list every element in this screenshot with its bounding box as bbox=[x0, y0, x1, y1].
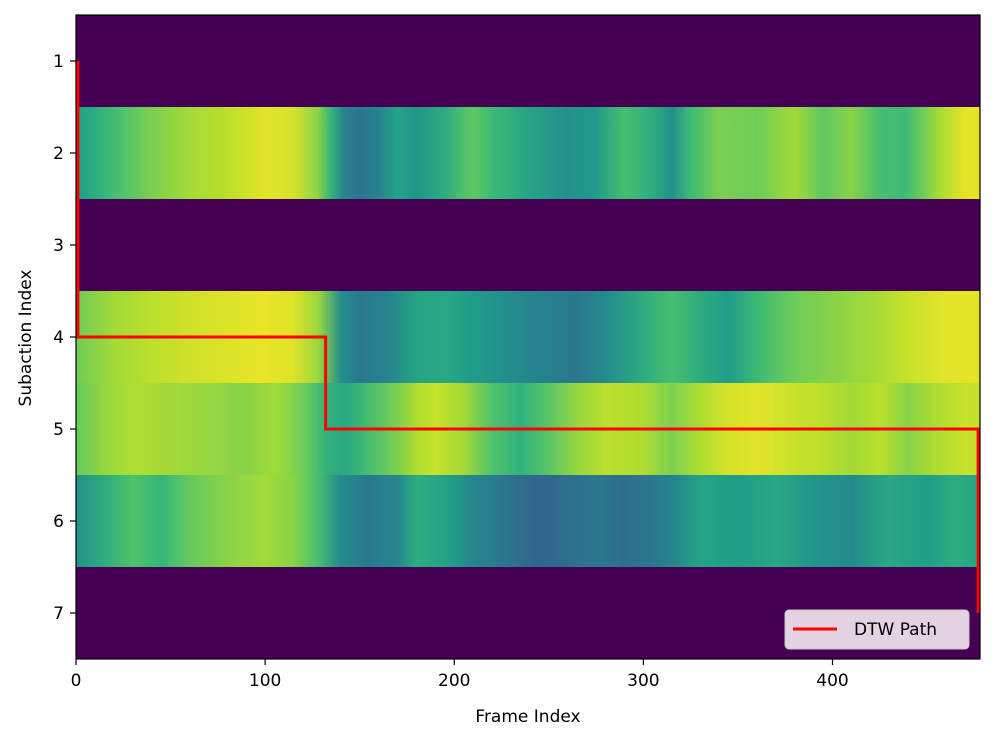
y-tick-label: 7 bbox=[53, 604, 64, 624]
y-tick-label: 5 bbox=[53, 420, 64, 440]
x-tick-label: 400 bbox=[816, 671, 848, 691]
y-tick-label: 3 bbox=[53, 236, 64, 256]
y-axis: 1 2 3 4 5 6 7 bbox=[53, 52, 76, 624]
legend-label: DTW Path bbox=[854, 620, 937, 640]
x-tick-label: 300 bbox=[627, 671, 659, 691]
y-tick-label: 2 bbox=[53, 144, 64, 164]
x-tick-label: 200 bbox=[438, 671, 470, 691]
y-tick-label: 4 bbox=[53, 328, 64, 348]
y-tick-label: 6 bbox=[53, 512, 64, 532]
heatmap-row-6 bbox=[76, 475, 980, 568]
x-axis-label: Frame Index bbox=[475, 707, 580, 727]
y-tick-label: 1 bbox=[53, 52, 64, 72]
dtw-path-line bbox=[76, 61, 980, 613]
y-axis-label: Subaction Index bbox=[16, 270, 36, 407]
dtw-path-layer bbox=[76, 61, 980, 613]
x-axis: 0 100 200 300 400 bbox=[71, 659, 849, 691]
x-tick-label: 100 bbox=[249, 671, 281, 691]
legend-box bbox=[784, 609, 970, 650]
x-tick-label: 0 bbox=[71, 671, 82, 691]
heatmap-row-2 bbox=[76, 107, 980, 200]
legend: DTW Path bbox=[784, 609, 970, 650]
heatmap-row-1 bbox=[76, 15, 980, 108]
heatmap-row-3 bbox=[76, 199, 980, 292]
